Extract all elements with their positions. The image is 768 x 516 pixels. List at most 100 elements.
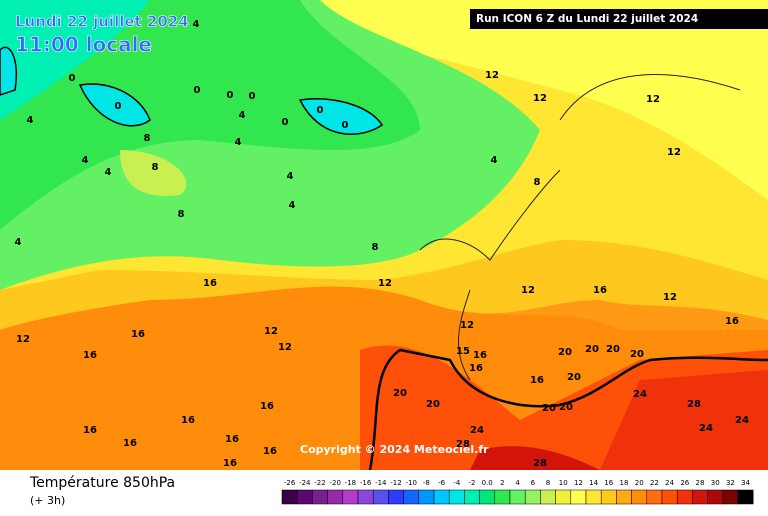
contour-label: 4 — [27, 115, 34, 126]
scale-label: 24 — [665, 479, 674, 487]
contour-label: 0 — [194, 85, 201, 96]
contour-label: 16 — [225, 434, 239, 445]
scale-swatch — [342, 489, 359, 505]
contour-label: 12 — [278, 342, 292, 353]
scale-label: -10 — [405, 479, 416, 487]
scale-swatch — [312, 489, 328, 505]
scale-swatch — [631, 489, 648, 505]
scale-label: -22 — [314, 479, 325, 487]
scale-label: 0.0 — [482, 479, 493, 487]
contour-label: 4 — [287, 171, 294, 182]
scale-label: 22 — [650, 479, 659, 487]
contour-label: 0 — [115, 101, 122, 112]
contour-label: 12 — [646, 94, 660, 105]
contour-label: 4 — [239, 110, 246, 121]
contour-label: 12 — [378, 278, 392, 289]
contour-label: 4 — [82, 155, 89, 166]
scale-label: -20 — [329, 479, 340, 487]
contour-label: 16 — [260, 401, 274, 412]
contour-label: 20 — [567, 372, 581, 383]
scale-swatch — [448, 489, 465, 505]
scale-label: 8 — [546, 479, 550, 487]
contour-label: 20 — [393, 388, 407, 399]
scale-label: -6 — [438, 479, 446, 487]
contour-label: 16 — [263, 446, 277, 457]
contour-label: 8 — [534, 177, 541, 188]
copyright: Copyright © 2024 Meteociel.fr — [300, 443, 489, 456]
contour-label: 0 — [69, 73, 76, 84]
scale-label: -24 — [299, 479, 311, 487]
scale-label: -12 — [390, 479, 401, 487]
scale-label: -8 — [423, 479, 430, 487]
scale-label: 26 — [680, 479, 689, 487]
scale-label: -26 — [284, 479, 296, 487]
contour-label: 20 — [542, 403, 556, 414]
contour-label: 12 — [16, 334, 30, 345]
contour-label: 28 — [687, 399, 701, 410]
contour-label: 20 — [426, 399, 440, 410]
contour-label: 20 — [585, 344, 599, 355]
scale-swatch — [357, 489, 374, 505]
contour-label: 16 — [181, 415, 195, 426]
contour-label: 16 — [473, 350, 487, 361]
scale-swatch — [388, 489, 404, 505]
scale-label: 12 — [574, 479, 583, 487]
scale-swatch — [570, 489, 587, 505]
contour-label: 20 — [606, 344, 620, 355]
scale-label: 4 — [515, 479, 520, 487]
scale-swatch — [281, 489, 298, 505]
scale-label: 28 — [696, 479, 705, 487]
contour-label: 24 — [699, 423, 713, 434]
contour-label: 16 — [725, 316, 739, 327]
contour-label: 16 — [530, 375, 544, 386]
contour-label: 8 — [178, 209, 185, 220]
contour-label: 12 — [521, 285, 535, 296]
scale-label: 20 — [635, 479, 644, 487]
scale-label: 10 — [559, 479, 568, 487]
scale-swatch — [418, 489, 435, 505]
contour-label: 12 — [667, 147, 681, 158]
scale-swatch — [372, 489, 389, 505]
contour-label: 0 — [342, 120, 349, 131]
contour-label: 4 — [15, 237, 22, 248]
scale-label: 14 — [589, 479, 598, 487]
scale-label: -4 — [453, 479, 461, 487]
scale-swatch — [585, 489, 602, 505]
contour-label: 15 — [456, 346, 470, 357]
contour-label: 12 — [485, 70, 499, 81]
contour-label: 16 — [593, 285, 607, 296]
contour-label: 16 — [83, 425, 97, 436]
scale-label: -14 — [375, 479, 387, 487]
contour-label: 4 — [105, 167, 112, 178]
contour-label: 16 — [223, 458, 237, 469]
contour-label: 16 — [123, 438, 137, 449]
scale-swatch — [737, 489, 754, 505]
contour-label: 12 — [264, 326, 278, 337]
contour-label: 8 — [152, 162, 159, 173]
temperature-map — [0, 0, 768, 470]
scale-swatch — [479, 489, 496, 505]
legend-title: Température 850hPa — [29, 475, 175, 491]
scale-swatch — [433, 489, 450, 505]
contour-label: 12 — [460, 320, 474, 331]
scale-swatch — [600, 489, 617, 505]
scale-swatch — [509, 489, 526, 505]
scale-swatch — [616, 489, 632, 505]
scale-swatch — [676, 489, 693, 505]
contour-label: 20 — [558, 347, 572, 358]
contour-label: 24 — [633, 389, 647, 400]
contour-label: 24 — [470, 425, 484, 436]
contour-label: 12 — [663, 292, 677, 303]
scale-swatch — [692, 489, 708, 505]
time: 11:00 locale — [15, 33, 152, 57]
scale-label: -16 — [360, 479, 372, 487]
contour-label: 16 — [83, 350, 97, 361]
contour-label: 16 — [469, 363, 483, 374]
contour-label: 24 — [735, 415, 749, 426]
scale-swatch — [661, 489, 678, 505]
contour-label: 0 — [227, 90, 234, 101]
scale-swatch — [646, 489, 663, 505]
scale-label: -2 — [469, 479, 476, 487]
